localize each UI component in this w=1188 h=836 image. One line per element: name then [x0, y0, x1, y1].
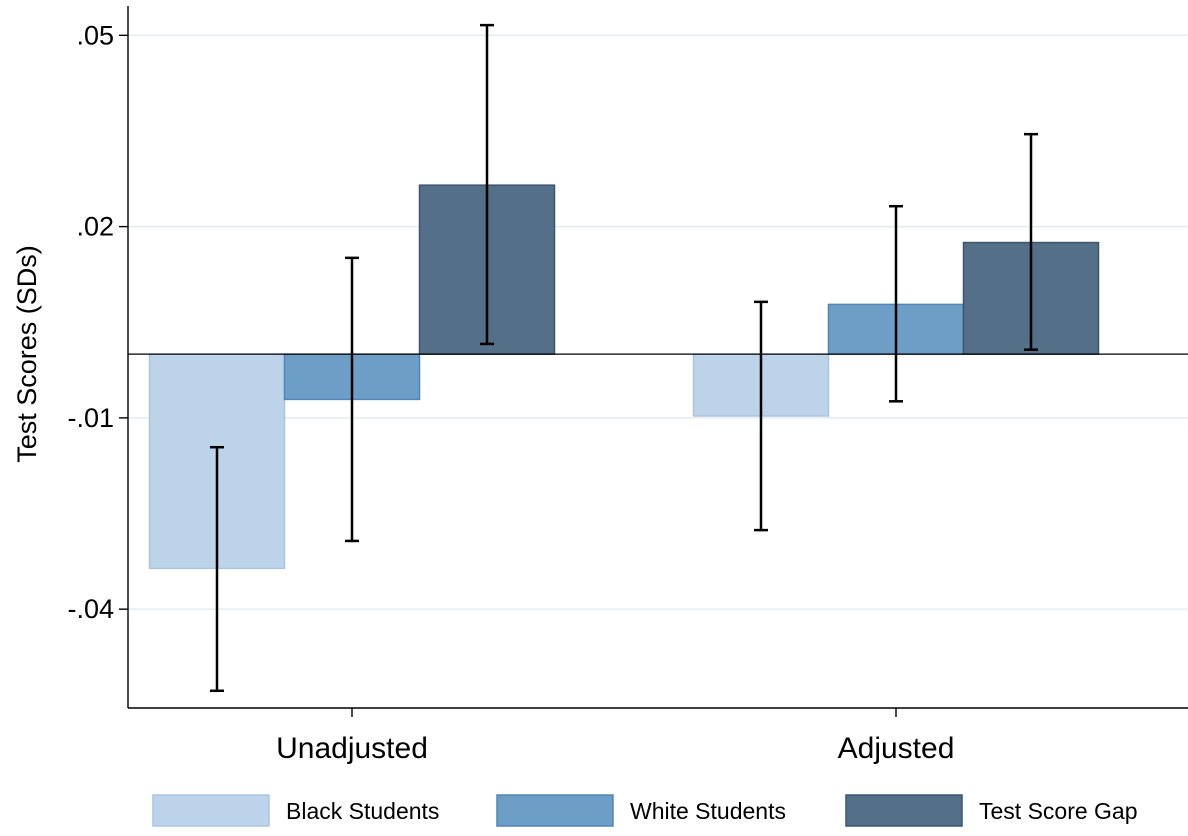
legend-swatch — [845, 794, 963, 827]
y-tick-label: .05 — [76, 20, 114, 50]
y-axis-label: Test Scores (SDs) — [12, 245, 42, 463]
axes: .05 .02 -.01 -.04 Unadjusted Adjusted — [67, 6, 1188, 765]
legend: Black Students White Students Test Score G… — [152, 794, 1138, 827]
legend-swatch — [152, 794, 270, 827]
y-tick-label: .02 — [76, 212, 114, 242]
y-tick-label: -.01 — [67, 403, 114, 433]
gridlines — [128, 34, 1188, 610]
legend-swatch — [496, 794, 614, 827]
bars — [148, 184, 1100, 570]
legend-label: White Students — [630, 798, 786, 824]
error-bars — [210, 23, 1038, 693]
legend-label: Test Score Gap — [979, 798, 1138, 824]
x-tick-label: Unadjusted — [276, 732, 428, 765]
x-tick-label: Adjusted — [838, 732, 955, 765]
legend-label: Black Students — [286, 798, 439, 824]
y-tick-label: -.04 — [67, 594, 114, 624]
